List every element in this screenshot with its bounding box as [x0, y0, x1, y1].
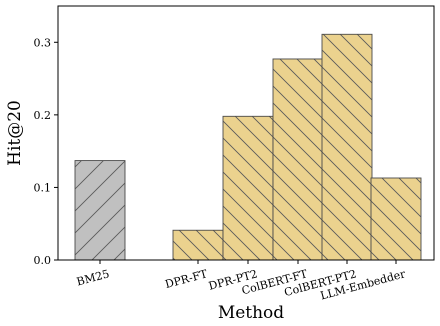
y-axis-label: Hit@20	[5, 100, 25, 166]
bar-hatch-llm-embedder	[370, 177, 422, 261]
plot-frame	[57, 5, 435, 261]
y-axis: 0.0 0.1 0.2 0.3	[34, 36, 58, 267]
bar-hatch-bm25	[74, 160, 126, 261]
y-tick-label: 0.2	[34, 109, 52, 122]
x-tick-label: BM25	[75, 267, 111, 288]
y-tick-label: 0.1	[34, 181, 52, 194]
x-axis: BM25 DPR-FTDPR-PT2ColBERT-FTColBERT-PT2LL…	[75, 260, 407, 303]
bar-hatch-dpr-ft	[172, 229, 224, 261]
y-tick-label: 0.3	[34, 36, 52, 49]
x-tick-label: DPR-FT	[164, 267, 210, 291]
y-tick-label: 0.0	[34, 254, 52, 267]
x-axis-label: Method	[218, 303, 284, 323]
bars-group	[74, 33, 422, 261]
bar-hatch-dpr-pt2	[222, 115, 274, 261]
bar-hatch-colbert-pt2	[321, 33, 373, 261]
bar-hatch-colbert-ft	[272, 58, 324, 261]
